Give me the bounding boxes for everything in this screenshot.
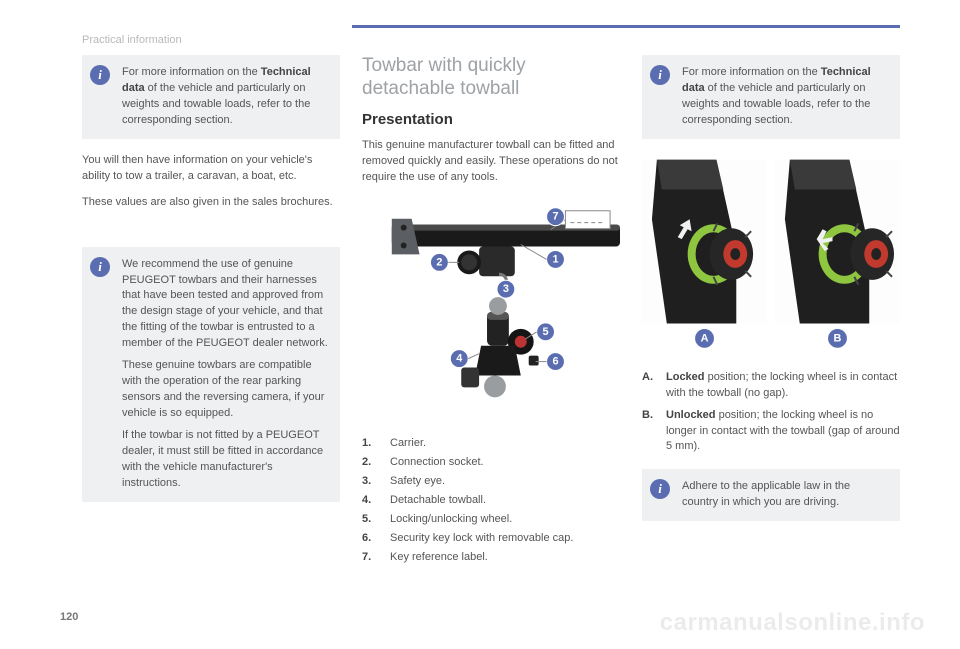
info-icon: i <box>650 65 670 85</box>
svg-text:A: A <box>701 332 709 344</box>
item-num: 1. <box>362 436 390 452</box>
info-text: For more information on the Technical da… <box>122 66 311 126</box>
info-box-technical-data-1: i For more information on the Technical … <box>82 55 340 139</box>
section-label: Practical information <box>82 33 182 49</box>
list-item: 3.Safety eye. <box>362 474 620 490</box>
heading-towbar: Towbar with quickly detachable towball <box>362 55 620 101</box>
item-text: Key reference label. <box>390 550 620 566</box>
info-text: For more information on the Technical da… <box>682 66 871 126</box>
info-box-peugeot-recommendation: i We recommend the use of genuine PEUGEO… <box>82 247 340 502</box>
towbar-diagram: 1 2 3 4 5 6 7 <box>362 204 620 414</box>
item-num: 7. <box>362 550 390 566</box>
info-text: We recommend the use of genuine PEUGEOT … <box>122 257 328 353</box>
info-icon: i <box>90 65 110 85</box>
parts-list: 1.Carrier. 2.Connection socket. 3.Safety… <box>362 436 620 566</box>
list-item: 7.Key reference label. <box>362 550 620 566</box>
item-text: Locked position; the locking wheel is in… <box>666 370 900 402</box>
svg-text:6: 6 <box>552 356 558 368</box>
list-item: 5.Locking/unlocking wheel. <box>362 512 620 528</box>
page-number: 120 <box>60 610 78 626</box>
item-num: 3. <box>362 474 390 490</box>
svg-text:4: 4 <box>456 353 462 365</box>
item-text: Unlocked position; the locking wheel is … <box>666 408 900 456</box>
info-box-law: i Adhere to the applicable law in the co… <box>642 469 900 521</box>
svg-text:1: 1 <box>552 254 558 266</box>
column-3: i For more information on the Technical … <box>642 55 900 599</box>
list-item: 1.Carrier. <box>362 436 620 452</box>
lock-position-diagram: A <box>642 159 900 354</box>
item-text: Carrier. <box>390 436 620 452</box>
body-para: These values are also given in the sales… <box>82 195 340 211</box>
item-text: Connection socket. <box>390 455 620 471</box>
item-text: Security key lock with removable cap. <box>390 531 620 547</box>
watermark: carmanualsonline.info <box>660 606 925 641</box>
svg-text:B: B <box>834 332 842 344</box>
svg-text:7: 7 <box>552 211 558 223</box>
info-icon: i <box>650 479 670 499</box>
list-item: A. Locked position; the locking wheel is… <box>642 370 900 402</box>
body-para: You will then have information on your v… <box>82 153 340 185</box>
heading-presentation: Presentation <box>362 109 620 131</box>
info-text: Adhere to the applicable law in the coun… <box>682 480 850 508</box>
item-num: 4. <box>362 493 390 509</box>
position-list: A. Locked position; the locking wheel is… <box>642 370 900 456</box>
info-text: If the towbar is not fitted by a PEUGEOT… <box>122 428 328 492</box>
item-text: Detachable towball. <box>390 493 620 509</box>
item-num: 5. <box>362 512 390 528</box>
svg-text:3: 3 <box>503 283 509 295</box>
list-item: B. Unlocked position; the locking wheel … <box>642 408 900 456</box>
item-text: Locking/unlocking wheel. <box>390 512 620 528</box>
intro-para: This genuine manufacturer towball can be… <box>362 138 620 186</box>
info-box-technical-data-2: i For more information on the Technical … <box>642 55 900 139</box>
content-columns: i For more information on the Technical … <box>82 55 900 599</box>
svg-text:2: 2 <box>436 257 442 269</box>
list-item: 6.Security key lock with removable cap. <box>362 531 620 547</box>
column-1: i For more information on the Technical … <box>82 55 340 599</box>
item-text: Safety eye. <box>390 474 620 490</box>
svg-text:5: 5 <box>543 326 549 338</box>
item-num: 6. <box>362 531 390 547</box>
item-letter: A. <box>642 370 666 402</box>
list-item: 2.Connection socket. <box>362 455 620 471</box>
list-item: 4.Detachable towball. <box>362 493 620 509</box>
item-letter: B. <box>642 408 666 456</box>
info-icon: i <box>90 257 110 277</box>
item-num: 2. <box>362 455 390 471</box>
header-rule <box>352 25 900 28</box>
info-text: These genuine towbars are compatible wit… <box>122 358 328 422</box>
column-2: Towbar with quickly detachable towball P… <box>362 55 620 599</box>
